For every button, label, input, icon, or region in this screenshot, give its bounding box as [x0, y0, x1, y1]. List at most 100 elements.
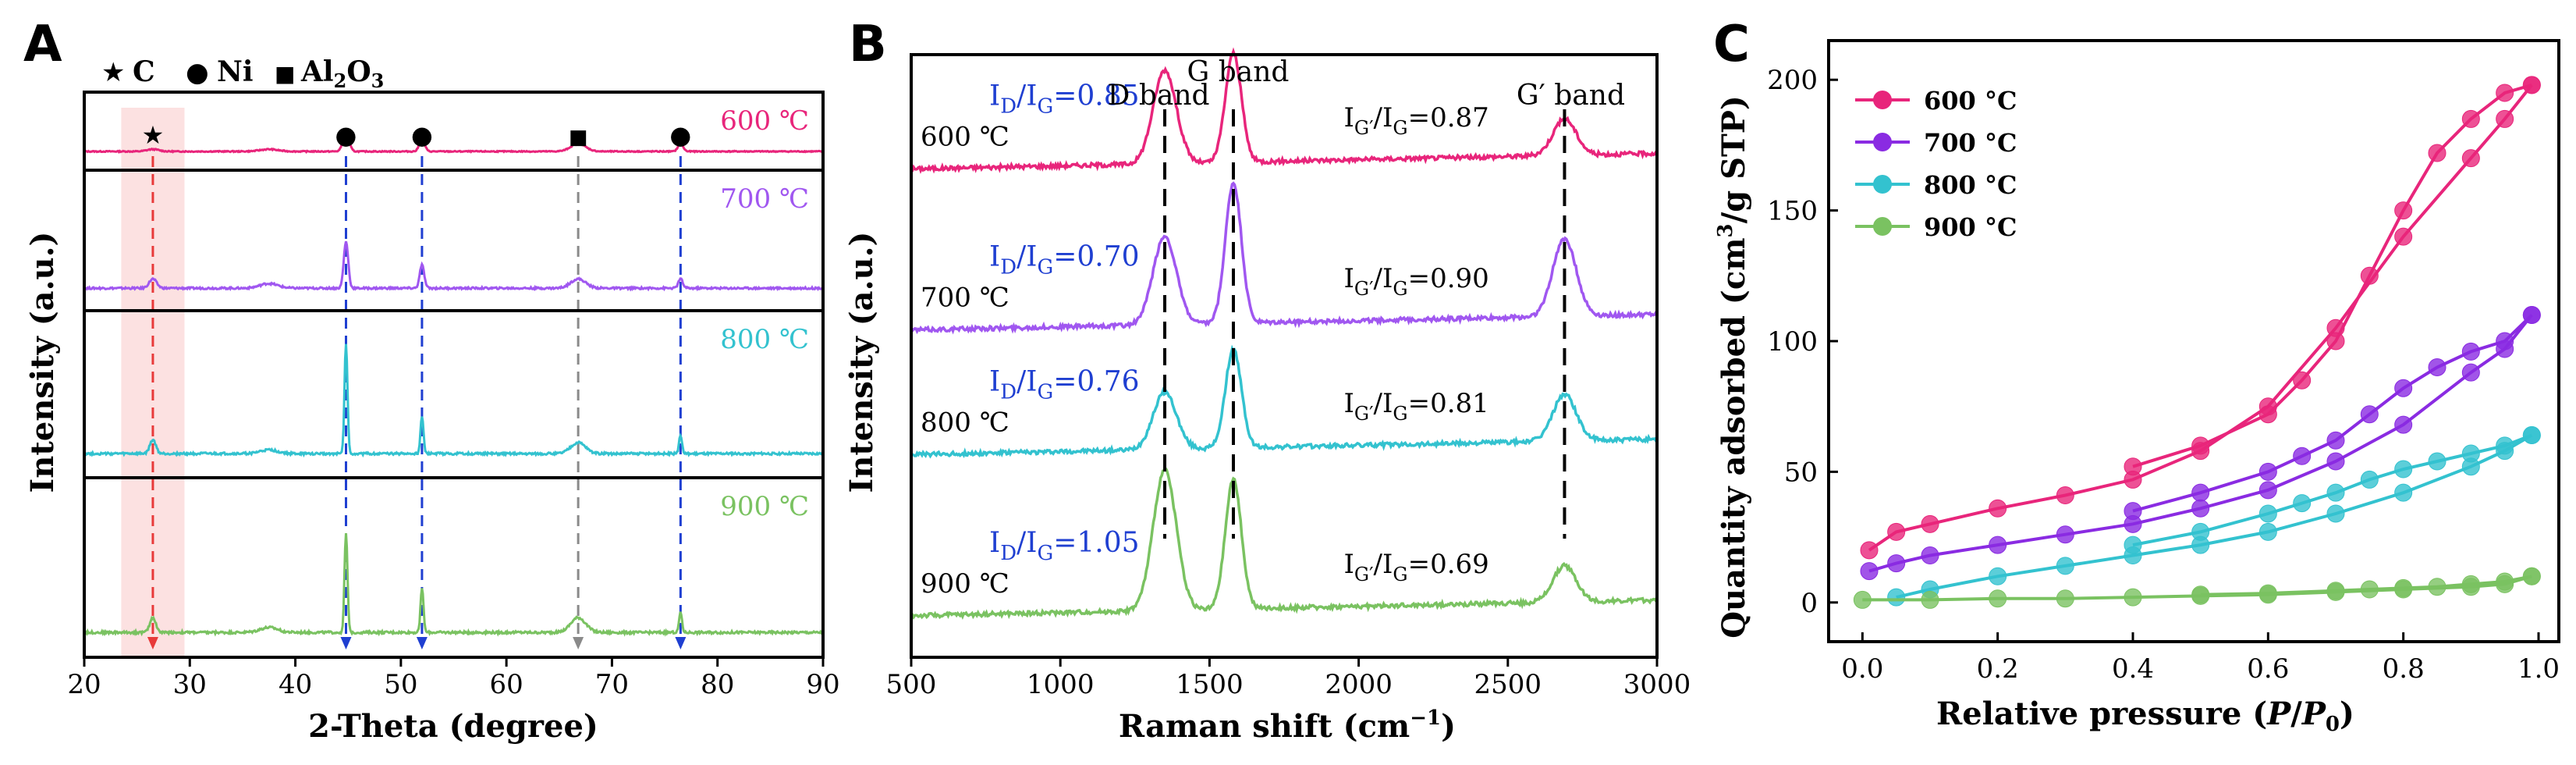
isotherm-adsorption-point-700-c-8	[2326, 452, 2345, 471]
isotherm-desorption-point-800-c-2	[2461, 444, 2480, 463]
series-label-700: 700 ℃	[720, 183, 809, 215]
legend-label-al2o3: Al2O3	[300, 55, 384, 92]
y-tick-label-150: 150	[1767, 196, 1818, 227]
isotherm-desorption-point-800-c-5	[2360, 470, 2379, 489]
isotherm-adsorption-point-700-c-7	[2258, 481, 2277, 500]
isotherm-adsorption-point-900-c-0	[1853, 590, 1872, 609]
isotherm-desorption-point-800-c-1	[2496, 436, 2514, 455]
ratio-id-ig-800: ID/IG=0.76	[989, 365, 1140, 404]
reference-arrow-3	[573, 637, 584, 649]
panel-a-frame	[83, 91, 825, 659]
peak-marker-ni-1: ●	[335, 120, 357, 150]
isotherm-desorption-point-600-c-4	[2394, 201, 2413, 220]
panel-c-x-axis-title: Relative pressure (P/P0)	[1936, 696, 2354, 736]
isotherm-adsorption-point-700-c-9	[2394, 415, 2413, 434]
panel-c-plot-area: 600 °C 700 °C 800 °C 900 °C 0.0 0.2 0.4 0.6 0.8 1…	[1767, 39, 2560, 685]
isotherm-desorption-point-700-c-5	[2360, 405, 2379, 424]
x-tick-label-2500: 2500	[1474, 669, 1542, 700]
panel-a-legend: ★ C ● Ni ■ Al2O3	[101, 55, 384, 92]
x-tick-label-1.0: 1.0	[2517, 653, 2560, 685]
x-tick-label-80: 80	[701, 669, 734, 700]
panel-b-raman: B 600 ℃ID/IG=0.85 IG′/IG=0.87 700 ℃ ID/IG=0…	[843, 16, 1691, 745]
isotherm-adsorption-point-700-c-6	[2191, 499, 2210, 518]
ratio-id-ig-700: ID/IG=0.70	[989, 241, 1140, 279]
isotherm-desorption-point-800-c-9	[2191, 522, 2210, 541]
x-tick-label-20: 20	[67, 669, 101, 700]
isotherm-desorption-point-700-c-6	[2326, 431, 2345, 450]
isotherm-desorption-point-600-c-6	[2326, 332, 2345, 350]
panel-a-plot-area: 600 ℃ 700 ℃ 800 ℃ 900 ℃ ★ ● ● ■ ● 20 30 40 50 60 70 80 9…	[67, 91, 840, 700]
series-label-800: 800 ℃	[720, 324, 809, 355]
panel-b-y-axis-title: Intensity (a.u.)	[843, 232, 880, 493]
x-tick-label-0.4: 0.4	[2112, 653, 2154, 685]
series-label-600: 600 ℃	[720, 105, 809, 137]
legend-label-c: C	[133, 55, 155, 88]
raman-line-800	[910, 344, 1659, 459]
ratio-id-ig-600: ID/IG=0.85	[989, 80, 1140, 118]
isotherm-desorption-point-700-c-9	[2191, 483, 2210, 502]
y-tick-label-100: 100	[1767, 326, 1818, 358]
x-tick-label-40: 40	[279, 669, 312, 700]
x-tick-label-50: 50	[384, 669, 417, 700]
isotherm-adsorption-point-700-c-0	[1860, 562, 1879, 581]
panel-a-x-axis-title: 2-Theta (degree)	[308, 708, 598, 745]
isotherm-desorption-point-700-c-7	[2293, 447, 2312, 465]
isotherm-adsorption-point-600-c-2	[1921, 514, 1939, 533]
panel-b-x-axis-title: Raman shift (cm−1)	[1119, 706, 1456, 745]
isotherm-adsorption-point-600-c-0	[1860, 541, 1879, 560]
isotherm-desorption-point-900-c-1	[2496, 572, 2514, 591]
isotherm-desorption-point-700-c-10	[2124, 502, 2142, 521]
x-tick-label-0.8: 0.8	[2383, 653, 2425, 685]
isotherm-desorption-point-600-c-9	[2191, 436, 2210, 455]
legend-marker-900-c	[1873, 217, 1892, 236]
x-tick-label-90: 90	[806, 669, 839, 700]
peak-marker-c-0: ★	[142, 120, 165, 150]
legend-marker-700-c	[1873, 133, 1892, 151]
reference-arrow-2	[416, 637, 428, 649]
raman-line-900	[910, 466, 1658, 621]
peak-marker-ni-2: ●	[411, 120, 433, 150]
x-tick-label-3000: 3000	[1623, 669, 1691, 700]
isotherm-desorption-point-600-c-10	[2124, 457, 2142, 476]
isotherm-desorption-point-600-c-5	[2360, 266, 2379, 285]
legend-dot-icon: ●	[186, 57, 209, 88]
isotherm-desorption-point-600-c-3	[2428, 144, 2446, 162]
x-tick-label-1500: 1500	[1176, 669, 1244, 700]
ratio-id-ig-900: ID/IG=1.05	[989, 527, 1140, 565]
isotherm-desorption-point-700-c-4	[2394, 379, 2413, 397]
legend-marker-600-c	[1873, 91, 1892, 109]
isotherm-desorption-point-800-c-6	[2326, 483, 2345, 502]
legend-label-800-c: 800 °C	[1924, 170, 2017, 200]
y-tick-label-50: 50	[1784, 457, 1818, 488]
x-tick-label-0.2: 0.2	[1977, 653, 2019, 685]
series-label-900: 900 ℃	[921, 568, 1009, 600]
legend-square-icon: ■	[275, 61, 295, 87]
panel-a-y-axis-title: Intensity (a.u.)	[24, 232, 61, 493]
ratio-ig2-ig-800: IG′/IG=0.81	[1343, 388, 1488, 425]
reference-arrow-4	[675, 637, 687, 649]
panel-c-y-axis-title: Quantity adsorbed (cm3/g STP)	[1714, 95, 1752, 639]
ratio-ig2-ig-700: IG′/IG=0.90	[1343, 263, 1488, 300]
y-tick-label-0: 0	[1801, 588, 1818, 619]
isotherm-desorption-point-700-c-0	[2522, 306, 2541, 325]
isotherm-adsorption-point-600-c-10	[2461, 149, 2480, 168]
isotherm-desorption-point-600-c-8	[2258, 405, 2277, 424]
legend-label-700-c: 700 °C	[1924, 128, 2017, 158]
band-label-d-band: D band	[1108, 80, 1210, 112]
series-label-900: 900 ℃	[720, 491, 809, 522]
isotherm-desorption-point-800-c-0	[2522, 426, 2541, 445]
isotherm-desorption-point-900-c-2	[2461, 575, 2480, 593]
x-tick-label-2000: 2000	[1325, 669, 1393, 700]
isotherm-adsorption-point-600-c-9	[2394, 227, 2413, 246]
xrd-line-800	[84, 343, 825, 458]
xrd-line-700	[83, 240, 824, 292]
ratio-ig2-ig-900: IG′/IG=0.69	[1343, 549, 1488, 585]
ratio-ig2-ig-600: IG′/IG=0.87	[1343, 102, 1488, 139]
isotherm-desorption-point-600-c-0	[2522, 76, 2541, 94]
raman-line-600	[910, 47, 1659, 174]
legend-marker-800-c	[1873, 175, 1892, 194]
x-tick-label-0.6: 0.6	[2247, 653, 2289, 685]
x-tick-label-1000: 1000	[1027, 669, 1095, 700]
isotherm-adsorption-point-600-c-4	[2056, 486, 2074, 505]
